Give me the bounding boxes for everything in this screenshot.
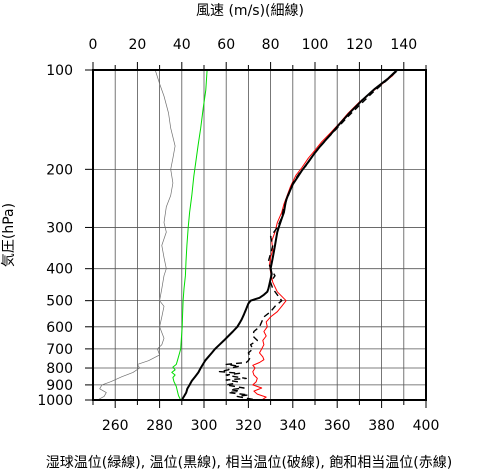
y-tick-label: 400 [46,262,73,278]
bottom-tick-label: 340 [279,418,306,434]
bottom-tick-label: 280 [146,418,173,434]
tick-marks [85,62,427,408]
series-line-saturated-equivalent-potential-temperature [252,69,398,401]
plot-frame [92,69,427,401]
top-tick-label: 80 [262,37,280,53]
y-tick-label: 1000 [37,393,73,409]
top-tick-label: 140 [390,37,417,53]
bottom-tick-label: 400 [413,418,440,434]
y-tick-label: 700 [46,342,73,358]
series-line-wind-speed [97,69,176,401]
top-axis-title: 風速 (m/s)(細線) [196,3,304,19]
series-line-potential-temperature [180,69,398,401]
data-series [97,69,400,401]
y-axis-title: 気圧(hPa) [1,203,17,267]
bottom-tick-label: 300 [191,418,218,434]
y-tick-label: 900 [46,378,73,394]
top-tick-label: 120 [346,37,373,53]
top-tick-label: 0 [89,37,98,53]
y-tick-label: 100 [46,63,73,79]
bottom-tick-label: 360 [324,418,351,434]
top-tick-label: 20 [128,37,146,53]
y-tick-label: 300 [46,220,73,236]
bottom-tick-label: 380 [368,418,395,434]
y-tick-label: 800 [46,361,73,377]
bottom-tick-label: 320 [235,418,262,434]
y-tick-label: 500 [46,294,73,310]
series-line-equivalent-potential-temperature [218,69,400,400]
bottom-tick-label: 260 [102,418,129,434]
y-tick-label: 200 [46,162,73,178]
grid-lines [92,69,427,401]
top-tick-label: 60 [217,37,235,53]
y-tick-label: 600 [46,320,73,336]
series-line-wet-bulb-potential-temperature [171,69,208,401]
bottom-axis-title: 湿球温位(緑線), 温位(黒線), 相当温位(破線), 飽和相当温位(赤線) [46,454,452,471]
top-tick-label: 40 [173,37,191,53]
top-tick-label: 100 [302,37,329,53]
tick-labels: 260 280 300 320 340 360 380 400 0 20 40 60 80 100 120 1… [37,37,439,434]
